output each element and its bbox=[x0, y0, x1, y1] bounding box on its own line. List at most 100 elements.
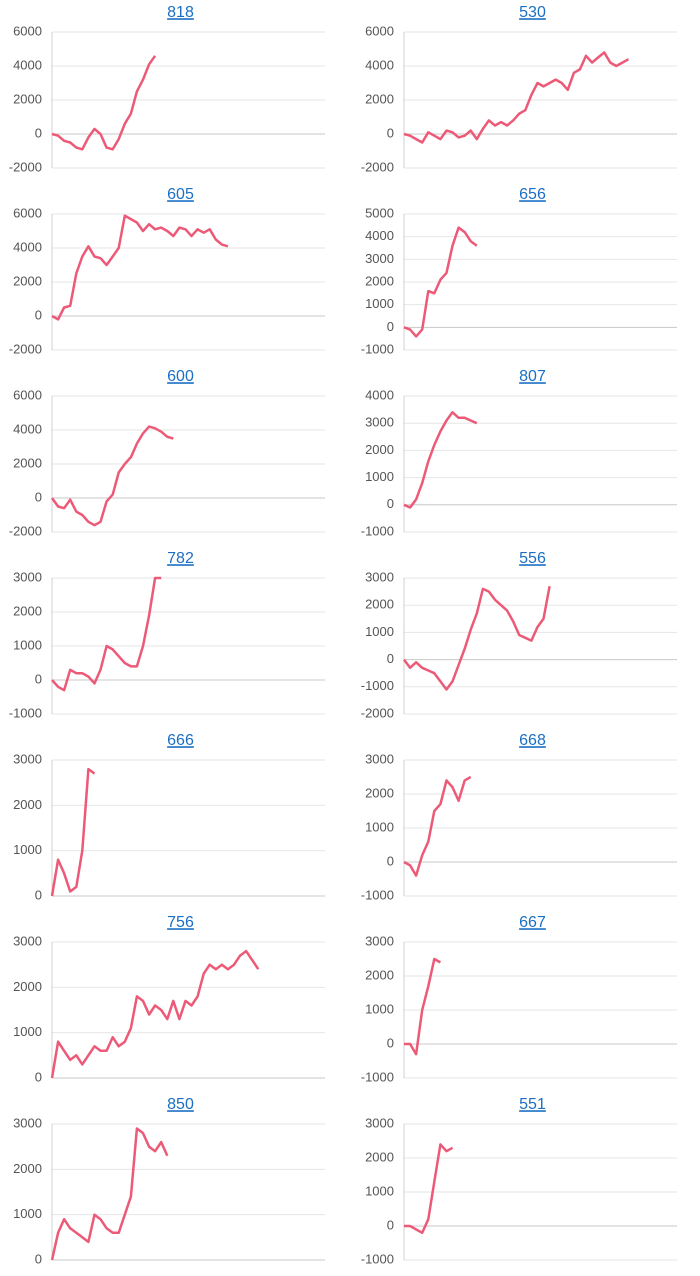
y-tick-label: 0 bbox=[387, 496, 394, 511]
y-tick-label: 0 bbox=[35, 489, 42, 504]
chart-title[interactable]: 818 bbox=[167, 4, 194, 21]
data-line bbox=[403, 775, 472, 877]
data-line bbox=[51, 576, 162, 692]
y-tick-label: 4000 bbox=[13, 239, 42, 254]
chart-title[interactable]: 556 bbox=[519, 550, 546, 567]
y-tick-label: -1000 bbox=[9, 705, 42, 720]
y-tick-label: 3000 bbox=[365, 251, 394, 266]
y-tick-label: 6000 bbox=[13, 387, 42, 402]
y-tick-label: 6000 bbox=[365, 23, 394, 38]
y-tick-label: 2000 bbox=[365, 597, 394, 612]
y-tick-label: 3000 bbox=[365, 1115, 394, 1130]
y-tick-label: 6000 bbox=[13, 23, 42, 38]
y-tick-label: 3000 bbox=[365, 933, 394, 948]
y-tick-label: 2000 bbox=[13, 603, 42, 618]
y-tick-label: 2000 bbox=[13, 979, 42, 994]
y-tick-label: 0 bbox=[35, 125, 42, 140]
y-tick-label: 2000 bbox=[13, 1161, 42, 1176]
y-tick-label: 0 bbox=[387, 319, 394, 334]
y-tick-label: -2000 bbox=[361, 705, 394, 720]
y-tick-label: 0 bbox=[35, 887, 42, 902]
y-tick-label: 3000 bbox=[13, 933, 42, 948]
y-tick-label: 1000 bbox=[365, 296, 394, 311]
y-tick-label: 2000 bbox=[13, 797, 42, 812]
y-tick-label: 1000 bbox=[365, 469, 394, 484]
y-tick-label: 4000 bbox=[365, 228, 394, 243]
y-tick-label: 0 bbox=[387, 1035, 394, 1050]
y-tick-label: 0 bbox=[387, 651, 394, 666]
data-line bbox=[50, 425, 174, 527]
data-line bbox=[403, 411, 478, 509]
data-line bbox=[50, 1127, 169, 1261]
chart-title[interactable]: 666 bbox=[167, 732, 194, 749]
data-line bbox=[51, 55, 157, 151]
chart-title[interactable]: 667 bbox=[519, 914, 546, 931]
y-tick-label: 2000 bbox=[365, 91, 394, 106]
y-tick-label: -2000 bbox=[9, 159, 42, 174]
y-tick-label: 2000 bbox=[13, 273, 42, 288]
y-tick-label: 2000 bbox=[365, 785, 394, 800]
y-tick-label: 2000 bbox=[365, 1149, 394, 1164]
y-tick-label: 6000 bbox=[13, 205, 42, 220]
y-tick-label: 2000 bbox=[365, 273, 394, 288]
y-tick-label: 0 bbox=[387, 125, 394, 140]
chart-title[interactable]: 656 bbox=[519, 186, 546, 203]
y-tick-label: -1000 bbox=[361, 1251, 394, 1266]
y-tick-label: 3000 bbox=[365, 415, 394, 430]
y-tick-label: 1000 bbox=[365, 1183, 394, 1198]
y-tick-label: 1000 bbox=[13, 637, 42, 652]
y-tick-label: 4000 bbox=[13, 57, 42, 72]
data-line bbox=[50, 949, 260, 1079]
chart-title[interactable]: 551 bbox=[519, 1096, 546, 1113]
y-tick-label: 2000 bbox=[365, 967, 394, 982]
y-tick-label: 1000 bbox=[365, 819, 394, 834]
y-tick-label: 3000 bbox=[365, 751, 394, 766]
y-tick-label: -1000 bbox=[361, 887, 394, 902]
y-tick-label: -1000 bbox=[361, 678, 394, 693]
data-line bbox=[51, 214, 229, 321]
y-tick-label: 1000 bbox=[365, 1001, 394, 1016]
y-tick-label: 0 bbox=[387, 853, 394, 868]
chart-title[interactable]: 756 bbox=[167, 914, 194, 931]
y-tick-label: 2000 bbox=[13, 455, 42, 470]
y-tick-label: 1000 bbox=[365, 624, 394, 639]
y-tick-label: -2000 bbox=[9, 341, 42, 356]
y-tick-label: 4000 bbox=[365, 387, 394, 402]
y-tick-label: 3000 bbox=[365, 569, 394, 584]
y-tick-label: -1000 bbox=[361, 341, 394, 356]
chart-title[interactable]: 530 bbox=[519, 4, 546, 21]
y-tick-label: 1000 bbox=[13, 1206, 42, 1221]
data-line bbox=[403, 226, 478, 338]
data-line bbox=[50, 767, 96, 897]
chart-title[interactable]: 605 bbox=[167, 186, 194, 203]
y-tick-label: 4000 bbox=[13, 421, 42, 436]
chart-title[interactable]: 807 bbox=[519, 368, 546, 385]
y-tick-label: -2000 bbox=[9, 523, 42, 538]
data-line bbox=[404, 1143, 454, 1235]
y-tick-label: 3000 bbox=[13, 1115, 42, 1130]
y-tick-label: 3000 bbox=[13, 751, 42, 766]
y-tick-label: -1000 bbox=[361, 523, 394, 538]
chart-title[interactable]: 850 bbox=[167, 1096, 194, 1113]
y-tick-label: 4000 bbox=[365, 57, 394, 72]
y-tick-label: 1000 bbox=[13, 1024, 42, 1039]
y-tick-label: 2000 bbox=[13, 91, 42, 106]
y-tick-label: 0 bbox=[35, 307, 42, 322]
y-tick-label: 0 bbox=[35, 1069, 42, 1084]
chart-title[interactable]: 668 bbox=[519, 732, 546, 749]
data-line bbox=[404, 957, 442, 1056]
y-tick-label: 3000 bbox=[13, 569, 42, 584]
y-tick-label: -1000 bbox=[361, 1069, 394, 1084]
y-tick-label: -2000 bbox=[361, 159, 394, 174]
y-tick-label: 5000 bbox=[365, 205, 394, 220]
data-line bbox=[403, 51, 630, 144]
y-tick-label: 1000 bbox=[13, 842, 42, 857]
data-line bbox=[402, 585, 551, 691]
y-tick-label: 0 bbox=[35, 671, 42, 686]
y-tick-label: 2000 bbox=[365, 442, 394, 457]
y-tick-label: 0 bbox=[387, 1217, 394, 1232]
chart-title[interactable]: 600 bbox=[167, 368, 194, 385]
chart-title[interactable]: 782 bbox=[167, 550, 194, 567]
y-tick-label: 0 bbox=[35, 1251, 42, 1266]
